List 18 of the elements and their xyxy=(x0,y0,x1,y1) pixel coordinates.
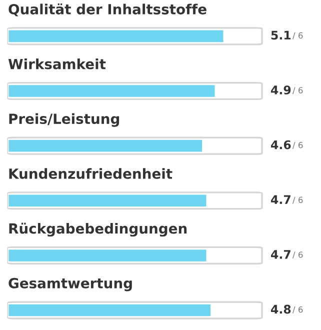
text: / 6 xyxy=(292,87,303,94)
y-tick-label: Wirksamkeit xyxy=(8,58,106,70)
text: / 6 xyxy=(292,196,303,204)
data-label: 4.7 xyxy=(271,195,290,204)
text: / 6 xyxy=(292,142,303,149)
y-tick-label: Kundenzufriedenheit xyxy=(9,168,172,179)
data-label: 4.6 xyxy=(271,140,291,150)
data-label: 4.8 xyxy=(271,304,291,314)
y-tick-label: Qualität der Inhaltsstoffe xyxy=(8,4,206,16)
text: / 6 xyxy=(292,32,303,40)
text: / 6 xyxy=(292,252,303,259)
data-label: 4.9 xyxy=(271,86,291,94)
y-tick-label: Preis/Leistung xyxy=(9,113,120,127)
y-tick-label: Rückgabebedingungen xyxy=(9,222,187,237)
text: / 6 xyxy=(292,306,303,314)
data-label: 5.1 xyxy=(271,30,291,40)
y-tick-label: Gesamtwertung xyxy=(8,278,132,292)
data-label: 4.7 xyxy=(271,250,290,259)
